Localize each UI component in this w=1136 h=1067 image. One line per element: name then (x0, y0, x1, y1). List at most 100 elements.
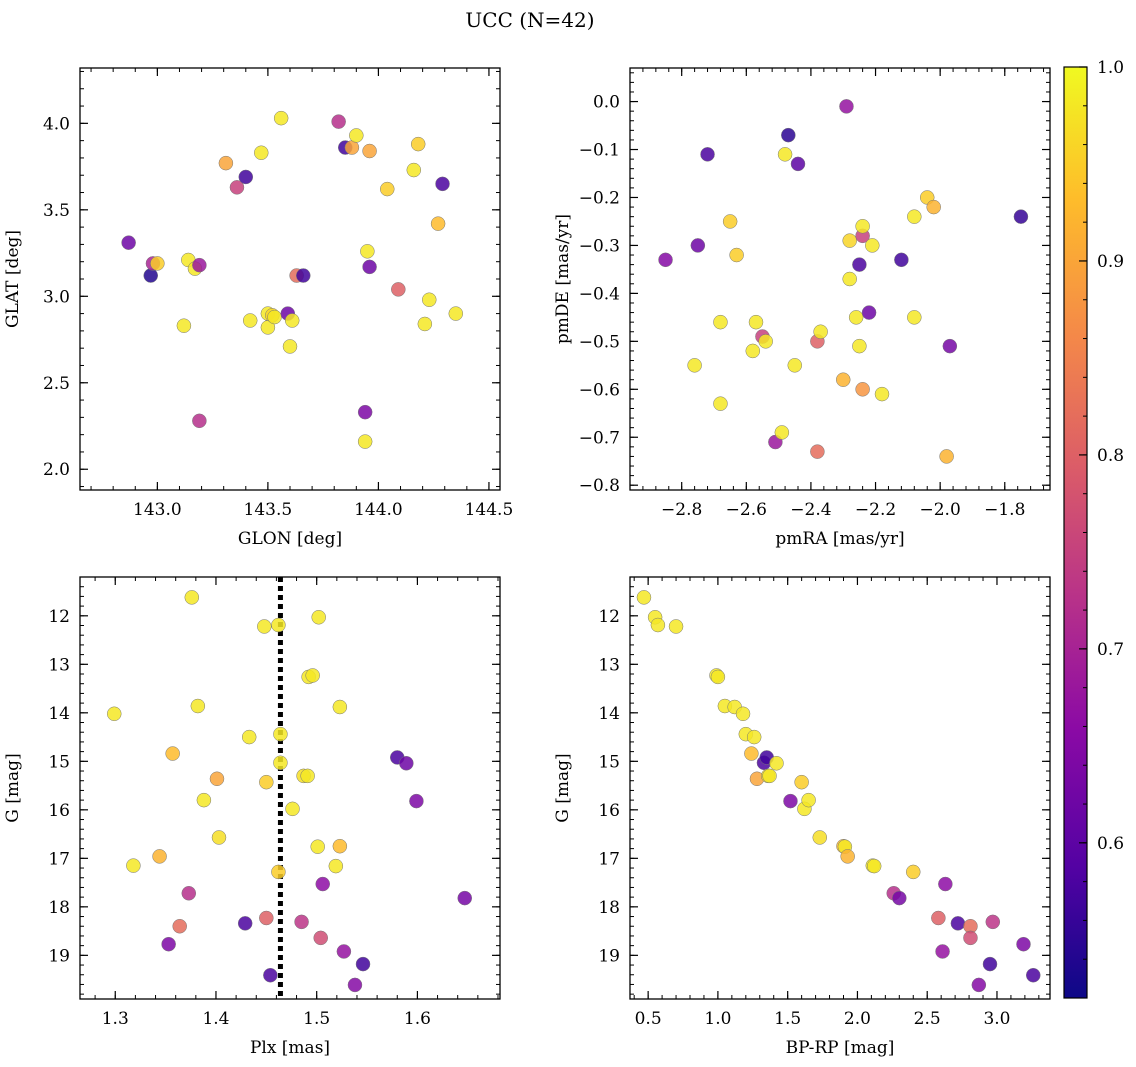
scatter-point (336, 944, 352, 959)
y-tick-label: 12 (598, 607, 620, 627)
y-tick-label: 4.0 (43, 114, 70, 134)
scatter-point (267, 309, 282, 325)
x-tick-label: 1.3 (102, 1009, 129, 1029)
scatter-point (273, 110, 289, 126)
y-tick-label: 19 (48, 946, 70, 966)
scatter-point (192, 413, 207, 429)
y-tick-label: −0.2 (579, 188, 620, 208)
y-tick-label: 16 (48, 801, 70, 821)
y-tick-label: 17 (48, 849, 70, 869)
scatter-point (263, 967, 278, 983)
scatter-point (931, 910, 946, 926)
x-tick-label: 144.5 (465, 500, 514, 520)
scatter-point (842, 233, 857, 248)
scatter-point (176, 318, 192, 333)
scatter-point (399, 756, 414, 771)
scatter-point (907, 310, 922, 325)
scatter-point (259, 774, 274, 790)
scatter-point (855, 219, 870, 234)
x-tick-label: −2.2 (855, 500, 896, 520)
y-tick-label: −0.4 (579, 284, 620, 304)
x-tick-label: 2.0 (844, 1009, 871, 1029)
y-tick-label: 2.0 (43, 460, 70, 480)
scatter-point (790, 156, 806, 172)
scatter-point (106, 706, 122, 722)
scatter-point (985, 914, 1001, 930)
scatter-point (315, 876, 330, 892)
panel-galactic-coordinates: 143.0 143.5 144.0 144.5 2.0 2.5 3.0 3.5 4.0 GLON … (3, 67, 514, 549)
scatter-point (211, 830, 227, 845)
axes-frame (629, 576, 1051, 1000)
scatter-point (285, 801, 300, 817)
scatter-point (963, 930, 978, 946)
y-tick-label: 15 (48, 752, 70, 772)
x-tick-label: −2.0 (920, 500, 961, 520)
scatter-point (238, 169, 254, 185)
x-tick-label: −1.8 (984, 500, 1025, 520)
scatter-point (313, 930, 328, 946)
scatter-point (783, 793, 798, 809)
scatter-point (938, 876, 953, 892)
scatter-point (745, 343, 761, 359)
scatter-point (1013, 209, 1029, 224)
scatter-point (777, 147, 793, 162)
scatter-point (852, 257, 867, 272)
scatter-point (866, 858, 882, 874)
y-tick-label: 19 (598, 946, 620, 966)
y-tick-label: 13 (598, 655, 620, 675)
scatter-point (430, 216, 446, 231)
scatter-point (926, 199, 941, 215)
panel-color-magnitude-diagram: 0.5 1.0 1.5 2.0 2.5 3.0 12 13 14 15 16 17 18 19 BP-RP … (553, 576, 1051, 1058)
scatter-point (417, 316, 433, 332)
scatter-point (259, 910, 274, 926)
x-tick-label: −2.6 (726, 500, 767, 520)
scatter-point (229, 180, 245, 195)
scatter-point (161, 936, 176, 952)
scatter-point (636, 590, 652, 605)
scatter-point (406, 162, 422, 178)
scatter-point (349, 128, 364, 143)
scatter-point (380, 181, 395, 197)
scatter-point (758, 334, 773, 349)
y-tick-label: 12 (48, 607, 70, 627)
x-tick-label: 1.6 (404, 1009, 431, 1029)
scatter-point (190, 698, 206, 714)
scatter-point (192, 257, 207, 273)
scatter-point (310, 839, 325, 854)
x-tick-label: 3.0 (983, 1009, 1010, 1029)
scatter-point (810, 444, 825, 459)
x-tick-label: 1.5 (774, 1009, 801, 1029)
scatter-point (355, 956, 371, 972)
panel-proper-motions: −2.8 −2.6 −2.4 −2.2 −2.0 −1.8 −0.8 −0.7 −0.6 −0.5… (553, 67, 1051, 549)
scatter-point (362, 259, 377, 275)
x-tick-label: −2.8 (661, 500, 702, 520)
x-tick-label: 1.5 (303, 1009, 330, 1029)
scatter-point (409, 793, 424, 809)
points (106, 590, 472, 993)
scatter-point (347, 977, 363, 993)
axes-frame (79, 67, 501, 491)
y-tick-label: 0.0 (593, 93, 620, 113)
y-tick-label: 13 (48, 655, 70, 675)
scatter-point (181, 886, 197, 901)
scatter-point (690, 238, 706, 253)
x-tick-label: 1.0 (704, 1009, 731, 1029)
scatter-point (196, 792, 212, 808)
scatter-point (710, 669, 726, 685)
scatter-point (1016, 936, 1031, 952)
scatter-point (273, 726, 288, 742)
y-tick-label: −0.3 (579, 236, 620, 256)
points (658, 99, 1029, 464)
y-tick-label: 18 (598, 898, 620, 918)
scatter-point (852, 338, 867, 354)
y-tick-label: −0.1 (579, 141, 620, 161)
x-tick-label: 144.0 (354, 500, 403, 520)
panel-parallax-magnitude: 1.3 1.4 1.5 1.6 12 13 14 15 16 17 18 19 Plx [mas] G [… (3, 576, 501, 1058)
scatter-point (787, 358, 803, 373)
scatter-point (435, 176, 450, 192)
scatter-point (892, 890, 907, 906)
scatter-point (865, 238, 880, 253)
scatter-point (939, 449, 954, 464)
figure-title: UCC (N=42) (465, 8, 594, 32)
scatter-point (152, 849, 167, 864)
